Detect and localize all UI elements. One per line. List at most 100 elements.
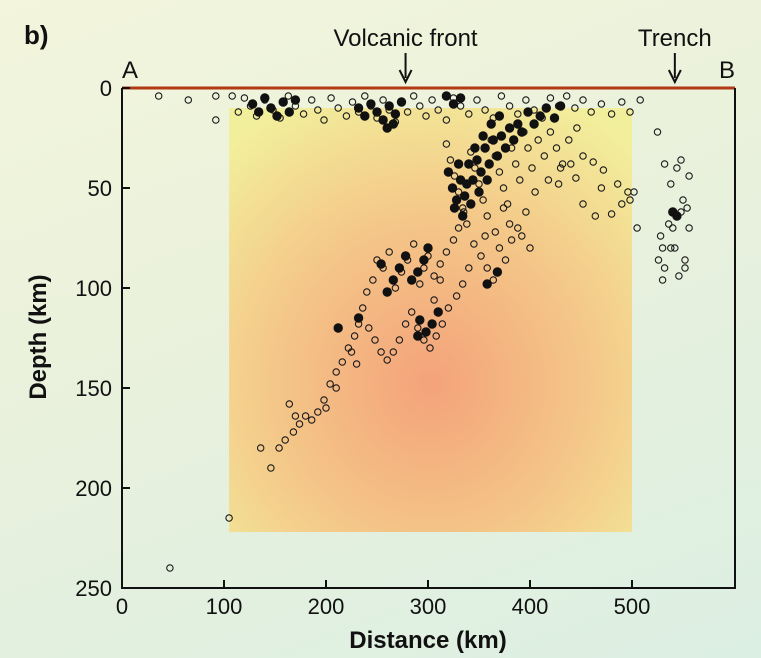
earthquake-event-cluster-marker — [480, 143, 490, 153]
earthquake-event-marker — [314, 106, 322, 114]
y-tick-label: 50 — [88, 176, 112, 201]
earthquake-event-marker — [633, 224, 641, 232]
earthquake-event-marker — [184, 96, 193, 104]
earthquake-event-marker — [531, 188, 539, 196]
earthquake-event-marker — [267, 464, 275, 472]
earthquake-event-cluster-marker — [449, 203, 460, 213]
earthquake-event-marker — [299, 110, 308, 118]
earthquake-event-cluster-marker — [494, 111, 505, 121]
earthquake-event-marker — [654, 256, 663, 264]
earthquake-event-marker — [358, 304, 367, 312]
earthquake-event-marker — [414, 324, 422, 332]
earthquake-event-marker — [334, 104, 342, 112]
x-tick-label: 200 — [308, 594, 345, 619]
earthquake-event-marker — [495, 244, 504, 252]
earthquake-event-marker — [587, 108, 595, 116]
x-tick-label: 0 — [116, 594, 128, 619]
earthquake-event-marker — [514, 224, 522, 232]
earthquake-event-marker — [636, 96, 644, 104]
earthquake-event-cluster-marker — [254, 107, 264, 117]
earthquake-event-marker — [314, 408, 322, 416]
earthquake-event-marker — [166, 564, 174, 572]
earthquake-event-marker — [436, 260, 444, 268]
earthquake-event-cluster-marker — [478, 131, 488, 141]
earthquake-event-marker — [677, 156, 685, 164]
earthquake-event-marker — [618, 98, 626, 106]
earthquake-event-marker — [454, 224, 463, 232]
earthquake-event-marker — [499, 184, 508, 192]
earthquake-event-marker — [369, 276, 377, 284]
y-axis-title: Depth (km) — [25, 274, 52, 399]
earthquake-event-marker — [322, 404, 330, 412]
earthquake-event-marker — [658, 244, 667, 252]
earthquake-event-marker — [626, 108, 634, 116]
earthquake-event-marker — [301, 412, 310, 420]
earthquake-event-cluster-marker — [555, 101, 566, 111]
earthquake-event-marker — [365, 324, 373, 332]
earthquake-event-marker — [347, 348, 356, 356]
earthquake-event-cluster-marker — [529, 119, 539, 129]
earthquake-event-marker — [473, 96, 481, 104]
x-tick-label: 400 — [512, 594, 549, 619]
earthquake-event-marker — [409, 240, 418, 248]
earthquake-event-marker — [442, 116, 451, 124]
earthquake-event-marker — [295, 420, 304, 428]
volcanic-front-arrow — [398, 53, 413, 85]
earthquake-event-marker — [465, 264, 473, 272]
earthquake-event-cluster-marker — [266, 103, 276, 113]
earthquake-event-cluster-marker — [360, 111, 370, 121]
earthquake-event-marker — [389, 348, 398, 356]
endpoint-label-a: A — [122, 57, 138, 84]
earthquake-event-marker — [579, 152, 587, 160]
earthquake-event-cluster-marker — [482, 279, 492, 289]
earthquake-event-cluster-marker — [284, 107, 294, 117]
earthquake-event-marker — [495, 168, 504, 176]
earthquake-event-marker — [562, 92, 571, 100]
earthquake-event-marker — [479, 196, 487, 204]
earthquake-event-cluster-marker — [353, 103, 364, 113]
earthquake-event-cluster-marker — [366, 99, 376, 109]
earthquake-event-marker — [426, 344, 434, 352]
earthquake-event-marker — [671, 244, 679, 252]
earthquake-event-cluster-marker — [427, 319, 437, 329]
earthquake-event-cluster-marker — [384, 101, 394, 111]
earthquake-event-marker — [458, 204, 467, 212]
earthquake-event-marker — [385, 248, 393, 256]
earthquake-event-marker — [507, 236, 516, 244]
earthquake-event-marker — [522, 208, 530, 216]
earthquake-event-marker — [526, 244, 534, 252]
earthquake-event-marker — [599, 166, 608, 174]
earthquake-event-marker — [626, 196, 634, 204]
trench-arrow — [667, 53, 682, 85]
earthquake-event-cluster-marker — [523, 107, 533, 117]
earthquake-event-marker — [342, 112, 351, 120]
earthquake-event-marker — [503, 200, 512, 208]
earthquake-event-marker — [212, 116, 220, 124]
earthquake-event-marker — [377, 348, 385, 356]
earthquake-event-marker — [332, 368, 340, 376]
earthquake-event-marker — [554, 180, 563, 188]
earthquake-event-cluster-marker — [492, 151, 503, 161]
earthquake-event-marker — [307, 416, 316, 424]
earthquake-event-marker — [446, 156, 455, 164]
earthquake-event-marker — [281, 436, 289, 444]
earthquake-event-marker — [589, 158, 597, 166]
earthquake-event-marker — [409, 92, 418, 100]
earthquake-event-marker — [546, 128, 555, 136]
earthquake-event-marker — [683, 204, 691, 212]
y-tick-label: 250 — [75, 576, 112, 601]
earthquake-event-marker — [522, 96, 530, 104]
earthquake-event-marker — [528, 164, 536, 172]
earthquake-event-marker — [653, 128, 662, 136]
earthquake-event-marker — [212, 92, 220, 100]
earthquake-event-cluster-marker — [509, 135, 519, 145]
earthquake-event-marker — [154, 92, 163, 100]
earthquake-event-cluster-marker — [394, 263, 405, 273]
earthquake-event-marker — [442, 248, 451, 256]
earthquake-event-marker — [350, 332, 359, 340]
earthquake-event-marker — [660, 264, 669, 272]
earthquake-event-marker — [558, 160, 567, 168]
earthquake-event-marker — [434, 106, 442, 114]
earthquake-event-marker — [391, 284, 400, 292]
earthquake-event-marker — [361, 92, 369, 100]
